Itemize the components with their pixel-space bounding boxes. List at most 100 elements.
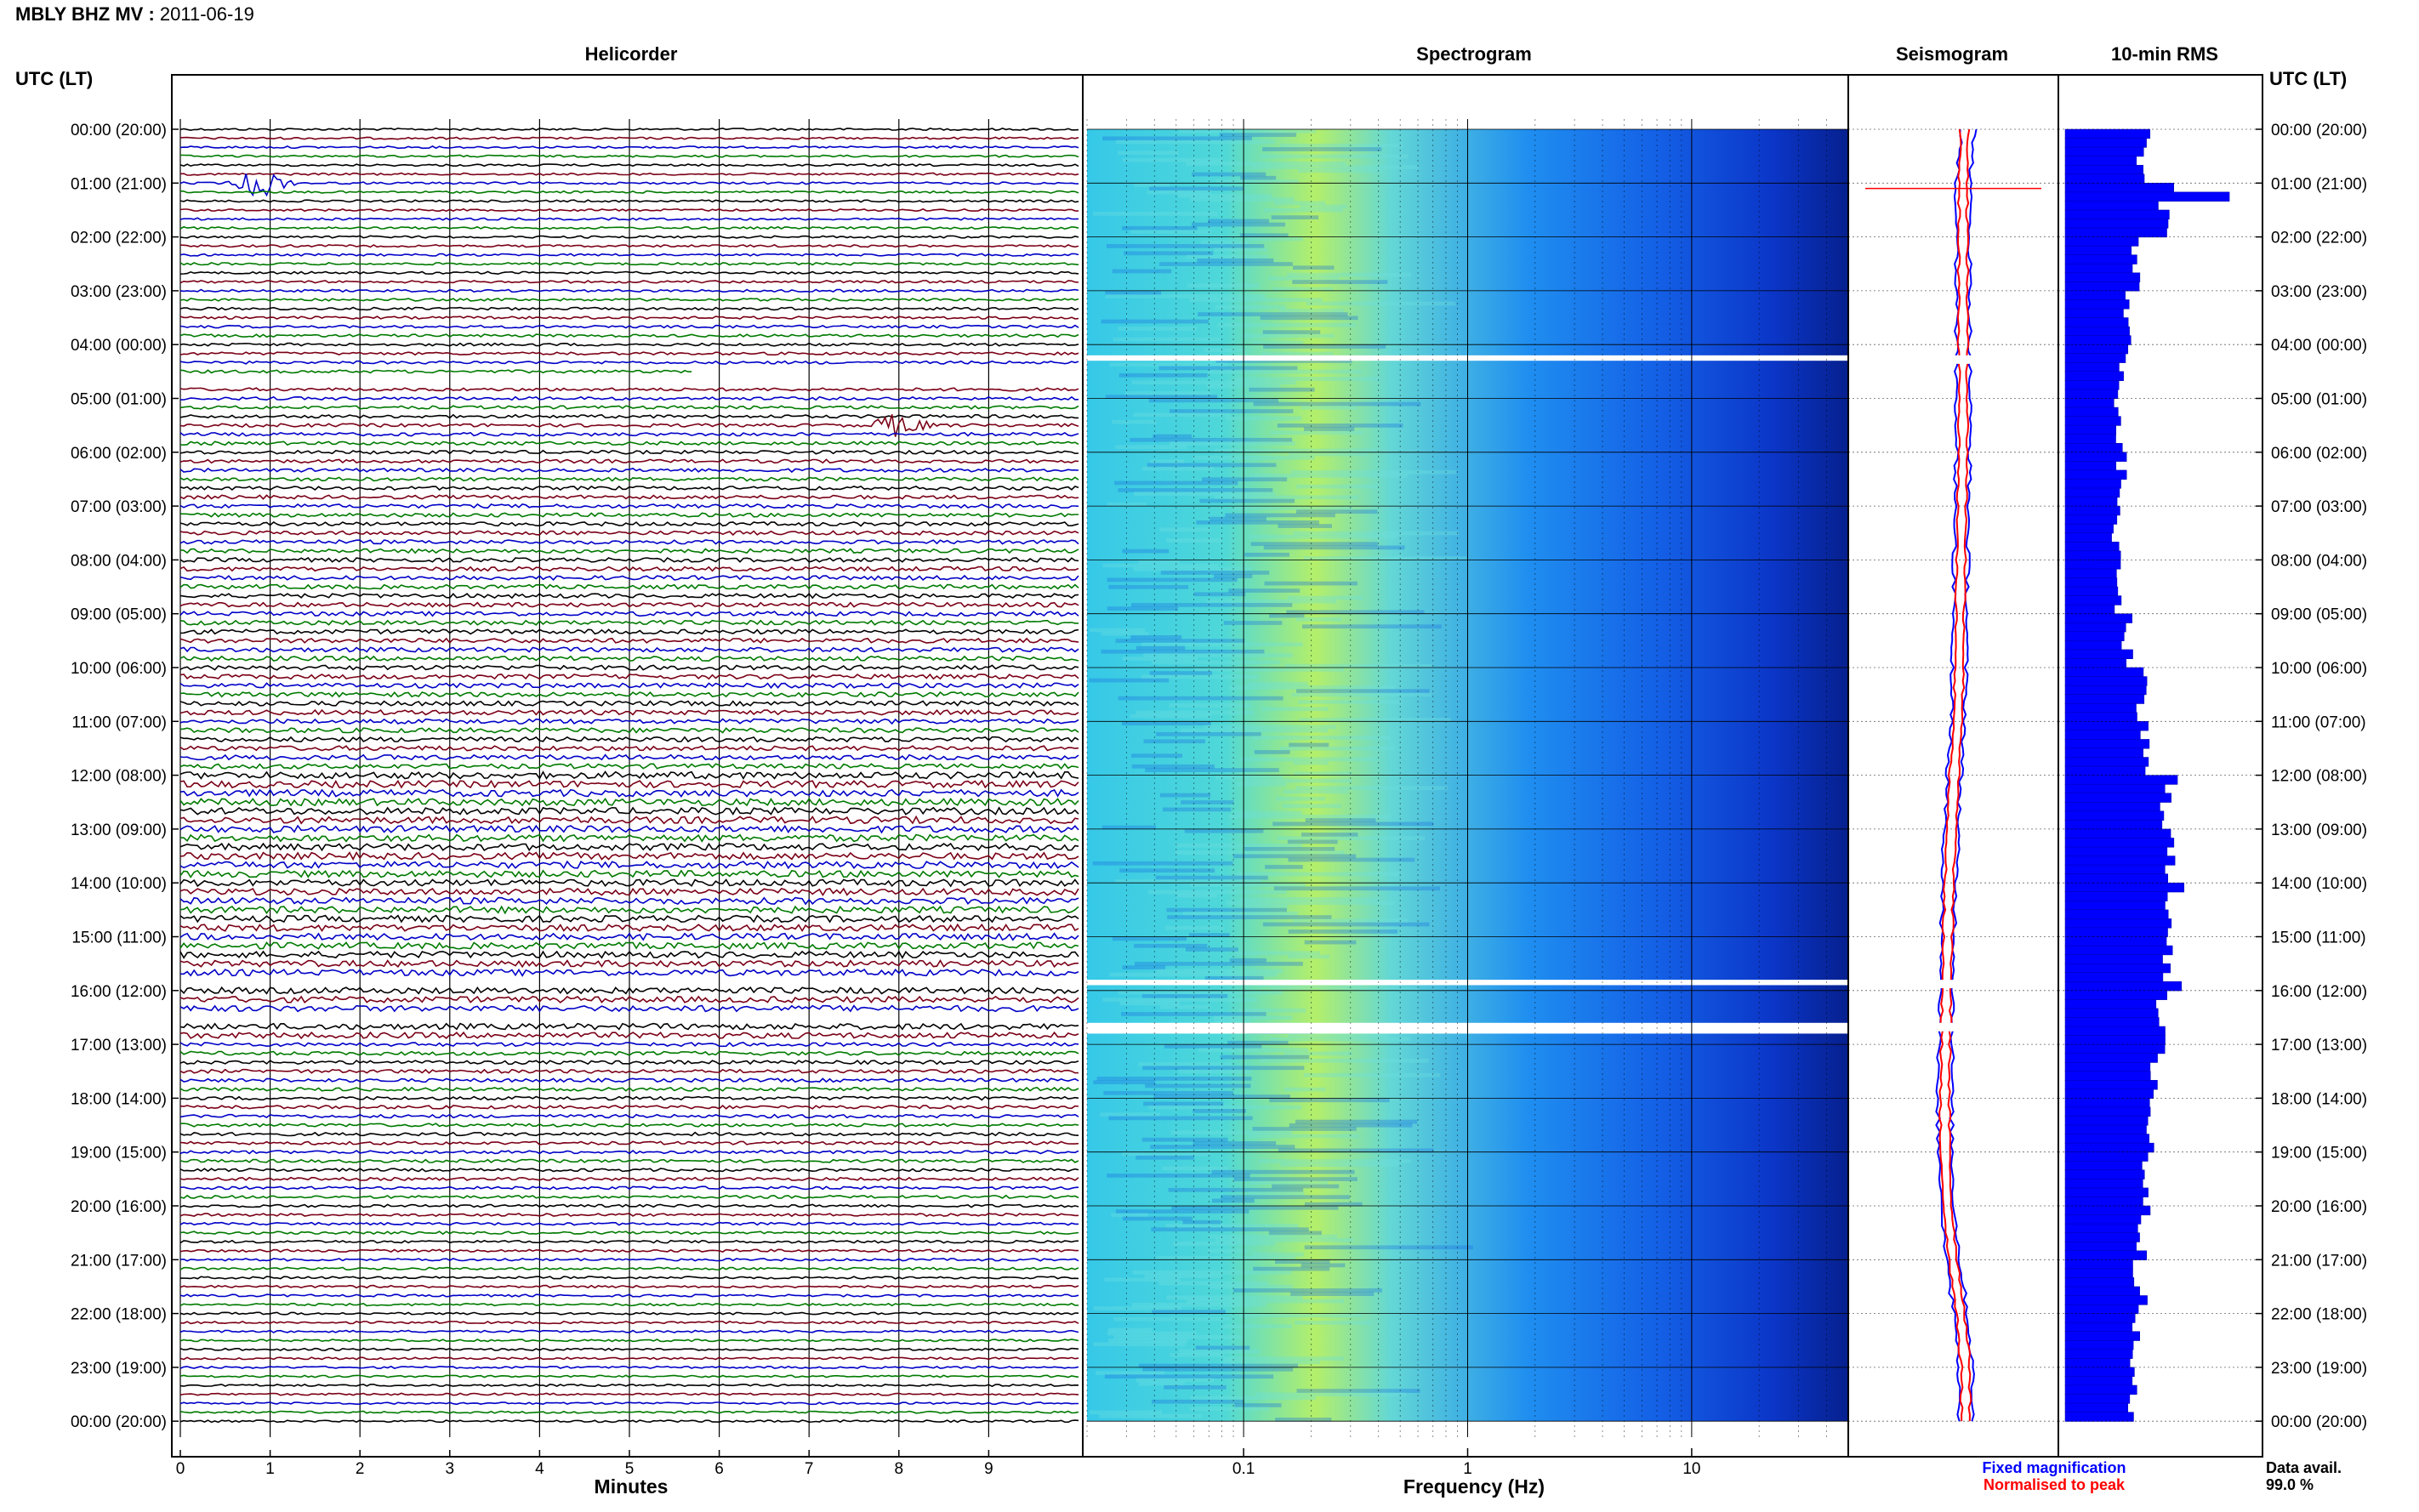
spectrogram-stripe [1262, 922, 1430, 927]
rms-bar [2064, 828, 2171, 839]
helicorder-trace [179, 1365, 1079, 1369]
spectrogram-stripe [1152, 1310, 1226, 1315]
spectrogram-stripe [1222, 1324, 1292, 1328]
rms-bar [2064, 138, 2147, 148]
spectrogram-stripe [1283, 1051, 1353, 1056]
spectrogram-stripe [1170, 1130, 1292, 1135]
helicorder-trace [179, 503, 1079, 509]
helicorder-trace [179, 736, 1079, 743]
helicorder-trace [179, 1329, 1079, 1333]
minutes-tick-label: 6 [714, 1460, 724, 1478]
rms-bar [2064, 1169, 2145, 1179]
spectrogram-stripe [1178, 193, 1272, 198]
seismogram-gap [1849, 355, 2058, 364]
data-availability-label: Data avail. [2266, 1459, 2342, 1476]
rms-bar [2064, 1214, 2142, 1225]
helicorder-trace [179, 770, 1079, 781]
helicorder-trace [179, 583, 1079, 590]
helicorder-trace [179, 1203, 1079, 1208]
spectrogram-stripe [1272, 1184, 1340, 1189]
helicorder-trace [179, 788, 1079, 798]
time-label-right: 07:00 (03:00) [2271, 498, 2367, 516]
spectrogram-stripe [1176, 893, 1217, 898]
spectrogram-stripe [1151, 1399, 1244, 1404]
helicorder-trace [179, 190, 1079, 194]
helicorder-trace [179, 306, 1079, 311]
spectrogram-stripe [1149, 186, 1244, 191]
spectrogram-stripe [1148, 1105, 1302, 1110]
rms-bar [2064, 542, 2120, 552]
spectrogram-stripe [1193, 592, 1246, 597]
spectrogram-stripe [1147, 190, 1211, 195]
rms-bar [2064, 209, 2170, 220]
spectrogram-stripe [1131, 764, 1215, 769]
rms-bar [2064, 156, 2137, 166]
rms-bar [2064, 1197, 2143, 1207]
spectrogram-stripe [1164, 1044, 1262, 1049]
spectrogram-stripe [1223, 621, 1283, 625]
helicorder-trace [180, 968, 1079, 977]
rms-bar [2064, 963, 2171, 974]
spectrogram-stripe [1249, 387, 1315, 392]
spectrogram-stripe [1121, 1151, 1211, 1157]
rms-bar [2064, 550, 2121, 560]
rms-bar [2064, 1098, 2150, 1108]
spectrogram-stripe [1270, 430, 1363, 435]
rms-bar [2064, 1205, 2151, 1216]
spectrogram-stripe [1198, 1048, 1309, 1053]
rms-bar [2064, 1151, 2149, 1162]
spectrogram-stripe [1093, 1306, 1182, 1310]
rms-bar [2064, 434, 2116, 444]
rms-bar [2064, 416, 2121, 426]
helicorder-trace [179, 1131, 1079, 1137]
spectrogram-stripe [1258, 983, 1363, 988]
helicorder-trace [179, 673, 1079, 680]
rms-bar [2064, 1008, 2159, 1019]
helicorder-trace [179, 458, 1079, 464]
spectrogram-stripe [1142, 1367, 1294, 1372]
spectrogram-stripe [1195, 1345, 1250, 1350]
spectrogram-stripe [1272, 821, 1434, 827]
rms-bar [2064, 613, 2132, 623]
spectrogram-stripe [1141, 466, 1214, 471]
helicorder-trace [179, 850, 1079, 861]
spectrogram-stripe [1112, 419, 1157, 424]
spectrogram-stripe [1262, 330, 1321, 335]
time-label-left: 18:00 (14:00) [71, 1090, 167, 1108]
spectrogram-stripe [1107, 1339, 1187, 1343]
spectrogram-stripe [1166, 907, 1287, 912]
spectrogram-stripe [1138, 560, 1180, 565]
helicorder-trace [179, 199, 1079, 203]
rms-bar [2064, 236, 2139, 247]
spectrogram-stripe [1102, 563, 1219, 568]
spectrogram-stripe [1249, 534, 1397, 539]
spectrogram-stripe [1233, 1288, 1382, 1293]
spectrogram-stripe [1153, 434, 1192, 439]
rms-bar [2064, 335, 2132, 345]
helicorder-trace [179, 1095, 1079, 1101]
spectrogram-stripe [1199, 498, 1295, 503]
spectrogram-stripe [1296, 484, 1379, 489]
rms-bar [2064, 1071, 2151, 1081]
rms-bar [2064, 855, 2176, 866]
helicorder-trace [179, 1140, 1079, 1145]
helicorder-trace [179, 414, 1079, 437]
spectrogram-stripe [1210, 1284, 1293, 1289]
time-label-left: 11:00 (07:00) [71, 713, 167, 731]
spectrogram-stripe [1215, 359, 1352, 363]
helicorder-trace [179, 1392, 1079, 1396]
outer-frame [171, 74, 2263, 1458]
spectrogram-stripe [1130, 713, 1211, 719]
helicorder-trace [179, 163, 1079, 168]
spectrogram-stripe [1269, 1037, 1411, 1042]
helicorder-trace [179, 360, 1079, 365]
rms-bar [2064, 532, 2112, 543]
time-label-right: 09:00 (05:00) [2271, 606, 2367, 624]
spectrogram-stripe [1130, 635, 1182, 639]
spectrogram-stripe [1295, 617, 1342, 622]
spectrogram-stripe [1122, 965, 1165, 969]
helicorder-trace [179, 682, 1079, 689]
rms-bar [2064, 783, 2166, 794]
time-label-right: 23:00 (19:00) [2271, 1360, 2367, 1378]
spectrogram-stripe [1215, 775, 1283, 780]
